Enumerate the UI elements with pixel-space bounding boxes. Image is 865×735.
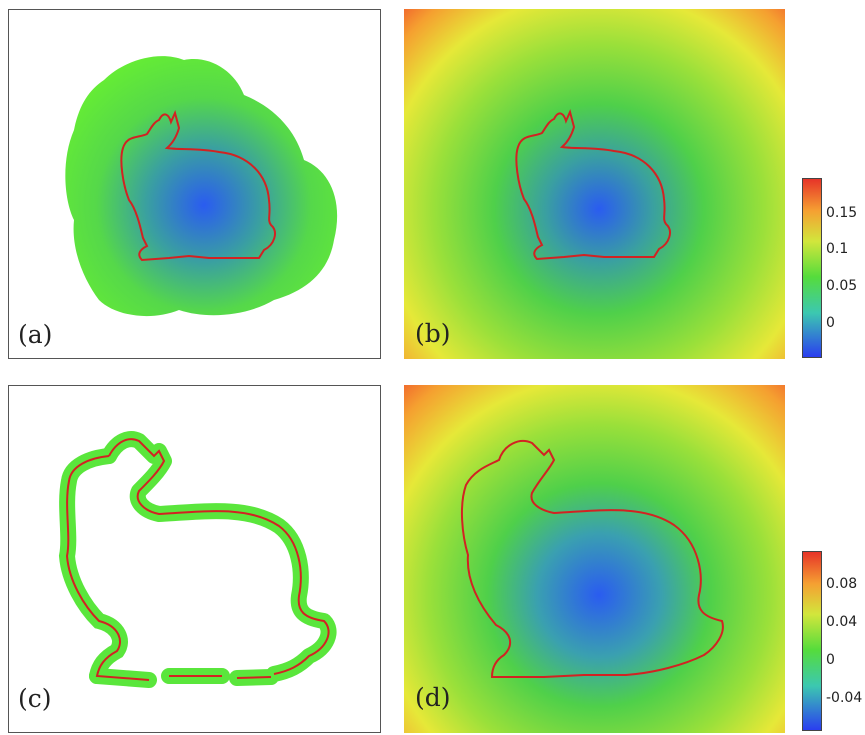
narrow-band-region (101, 431, 337, 682)
colorbar-top (802, 178, 822, 358)
colorbar-top-tick: 0.15 (826, 205, 858, 221)
panel-b-field (404, 9, 785, 359)
narrow-band-region (58, 448, 128, 684)
colorbar-bottom (802, 551, 822, 731)
bunny-contour (108, 438, 330, 675)
colorbar-bottom-scale (802, 551, 822, 731)
panel-label: (a) (18, 320, 53, 349)
colorbar-top-scale (802, 178, 822, 358)
panel-label: (b) (415, 319, 451, 348)
distance-field (404, 9, 785, 359)
panel-c: (c) (8, 385, 381, 733)
colorbar-bottom-tick: -0.04 (826, 690, 863, 706)
panel-b: (b) (404, 9, 785, 359)
panel-a-field (65, 56, 338, 317)
panel-c-field (58, 431, 337, 688)
bunny-contour (120, 110, 276, 262)
colorbar-top-tick: 0.05 (826, 278, 858, 294)
panel-label: (c) (18, 684, 52, 713)
colorbar-bottom-tick: 0 (826, 652, 835, 668)
panel-label: (d) (415, 683, 451, 712)
panel-d: (d) (404, 385, 785, 733)
bunny-contour (515, 109, 671, 261)
panel-a: (a) (8, 9, 381, 359)
colorbar-top-tick: 0.1 (826, 241, 849, 257)
bunny-contour (65, 455, 272, 681)
distance-field (404, 385, 785, 733)
colorbar-bottom-tick: 0.04 (826, 614, 858, 630)
bunny-contour (460, 440, 724, 678)
colorbar-top-tick: 0 (826, 315, 835, 331)
colorbar-bottom-tick: 0.08 (826, 576, 858, 592)
narrow-band-region (65, 56, 338, 317)
panel-d-field (404, 385, 785, 733)
